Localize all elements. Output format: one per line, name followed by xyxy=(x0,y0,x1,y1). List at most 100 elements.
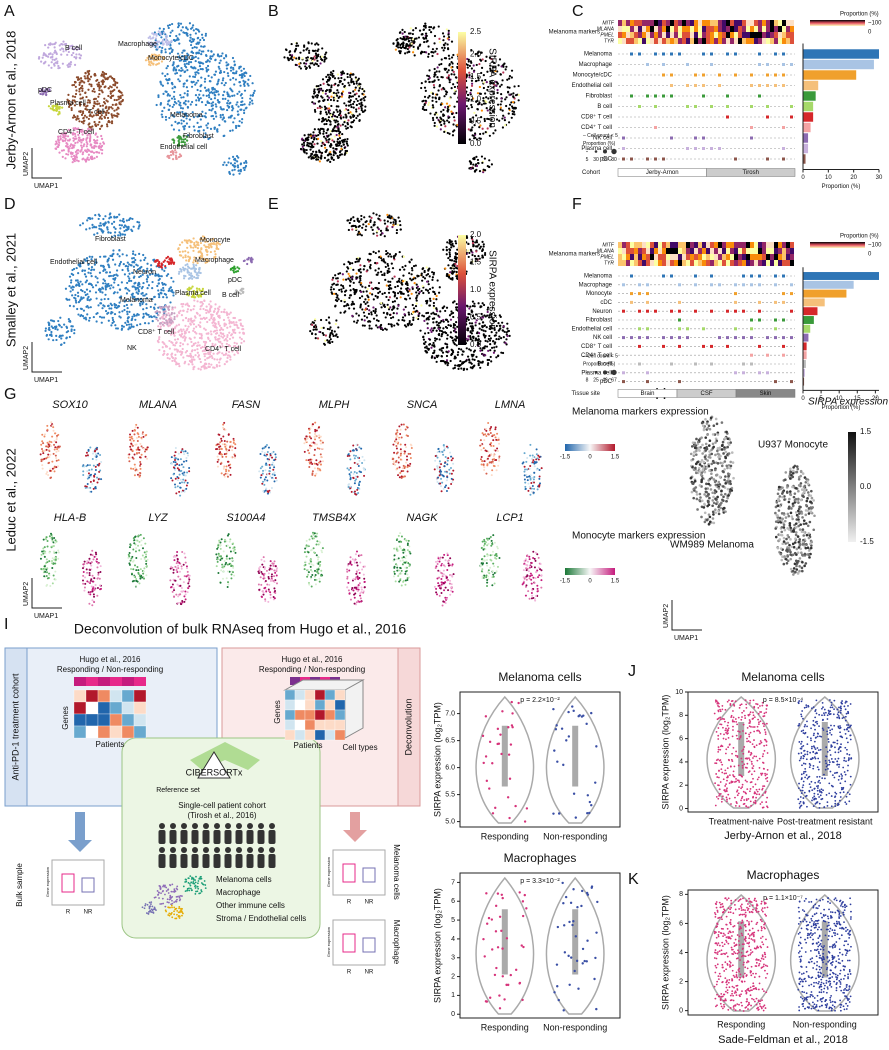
cell-dot xyxy=(91,275,93,277)
cell-dot xyxy=(88,83,90,85)
cell-dot xyxy=(414,277,416,279)
cell-dot xyxy=(212,321,214,323)
cell-dot xyxy=(71,107,73,109)
cell-dot xyxy=(180,270,182,272)
cell-dot xyxy=(193,276,195,278)
cell-dot xyxy=(402,275,404,277)
cell-dot xyxy=(356,82,358,84)
cell-dot xyxy=(305,59,307,61)
cell-dot xyxy=(218,124,220,126)
cell-dot xyxy=(349,116,351,118)
cell-dot xyxy=(201,50,203,52)
cell-dot xyxy=(86,141,88,143)
cell-dot xyxy=(469,65,471,67)
label: Macrophage xyxy=(118,41,157,48)
cell-dot xyxy=(345,104,347,106)
cell-dot xyxy=(82,222,84,224)
cell-dot xyxy=(77,295,79,297)
cell-dot xyxy=(306,152,308,154)
cell-dot xyxy=(304,134,306,136)
cell-dot xyxy=(423,109,425,111)
cell-dot xyxy=(396,312,398,314)
cell-dot xyxy=(394,295,396,297)
cell-dot xyxy=(90,298,92,300)
cell-dot xyxy=(107,298,109,300)
cell-dot xyxy=(89,256,91,258)
cell-dot xyxy=(129,218,131,220)
cell-dot xyxy=(401,29,403,31)
cell-dot xyxy=(354,225,356,227)
cell-dot xyxy=(352,269,354,271)
cell-dot xyxy=(81,298,83,300)
cell-dot xyxy=(93,88,95,90)
cell-dot xyxy=(76,284,78,286)
cell-dot xyxy=(205,341,207,343)
cell-dot xyxy=(157,314,159,316)
cell-dot xyxy=(178,33,180,35)
cell-dot xyxy=(201,335,203,337)
cell-dot xyxy=(381,232,383,234)
cell-dot xyxy=(306,142,308,144)
cell-dot xyxy=(349,76,351,78)
cell-dot xyxy=(205,116,207,118)
cell-dot xyxy=(471,85,473,87)
cell-dot xyxy=(399,37,401,39)
cell-dot xyxy=(160,325,162,327)
cell-dot xyxy=(190,320,192,322)
cell-dot xyxy=(309,142,311,144)
cell-dot xyxy=(71,156,73,158)
cell-dot xyxy=(149,35,151,37)
cell-dot xyxy=(179,75,181,77)
cell-dot xyxy=(411,43,413,45)
cell-dot xyxy=(350,267,352,269)
cell-dot xyxy=(337,280,339,282)
cell-dot xyxy=(151,287,153,289)
cell-dot xyxy=(162,309,164,311)
cell-dot xyxy=(234,342,236,344)
cell-dot xyxy=(61,107,63,109)
cell-dot xyxy=(365,221,367,223)
cell-dot xyxy=(48,53,50,55)
cell-dot xyxy=(232,68,234,70)
cell-dot xyxy=(190,103,192,105)
cell-dot xyxy=(308,50,310,52)
cell-dot xyxy=(321,145,323,147)
cell-dot xyxy=(307,136,309,138)
cell-dot xyxy=(107,95,109,97)
cell-dot xyxy=(109,255,111,257)
cell-dot xyxy=(91,217,93,219)
cell-dot xyxy=(186,247,188,249)
cell-dot xyxy=(111,77,113,79)
cell-dot xyxy=(330,99,332,101)
cell-dot xyxy=(93,152,95,154)
cell-dot xyxy=(137,293,139,295)
cell-dot xyxy=(75,86,77,88)
cell-dot xyxy=(391,309,393,311)
cell-dot xyxy=(194,336,196,338)
cell-dot xyxy=(289,54,291,56)
cell-dot xyxy=(198,94,200,96)
cell-dot xyxy=(435,298,437,300)
cell-dot xyxy=(51,320,53,322)
cell-dot xyxy=(474,132,476,134)
cell-dot xyxy=(360,215,362,217)
cell-dot xyxy=(69,336,71,338)
cell-dot xyxy=(109,287,111,289)
cell-dot xyxy=(111,86,113,88)
cell-dot xyxy=(320,58,322,60)
cell-dot xyxy=(215,248,217,250)
cell-dot xyxy=(197,244,199,246)
cell-dot xyxy=(421,82,423,84)
cell-dot xyxy=(50,67,52,69)
cell-dot xyxy=(359,297,361,299)
cell-dot xyxy=(56,110,58,112)
cell-dot xyxy=(484,79,486,81)
cell-dot xyxy=(370,311,372,313)
cell-dot xyxy=(407,48,409,50)
cell-dot xyxy=(55,58,57,60)
cell-dot xyxy=(102,288,104,290)
cell-dot xyxy=(328,138,330,140)
cell-dot xyxy=(321,56,323,58)
cell-dot xyxy=(184,340,186,342)
cell-dot xyxy=(394,286,396,288)
